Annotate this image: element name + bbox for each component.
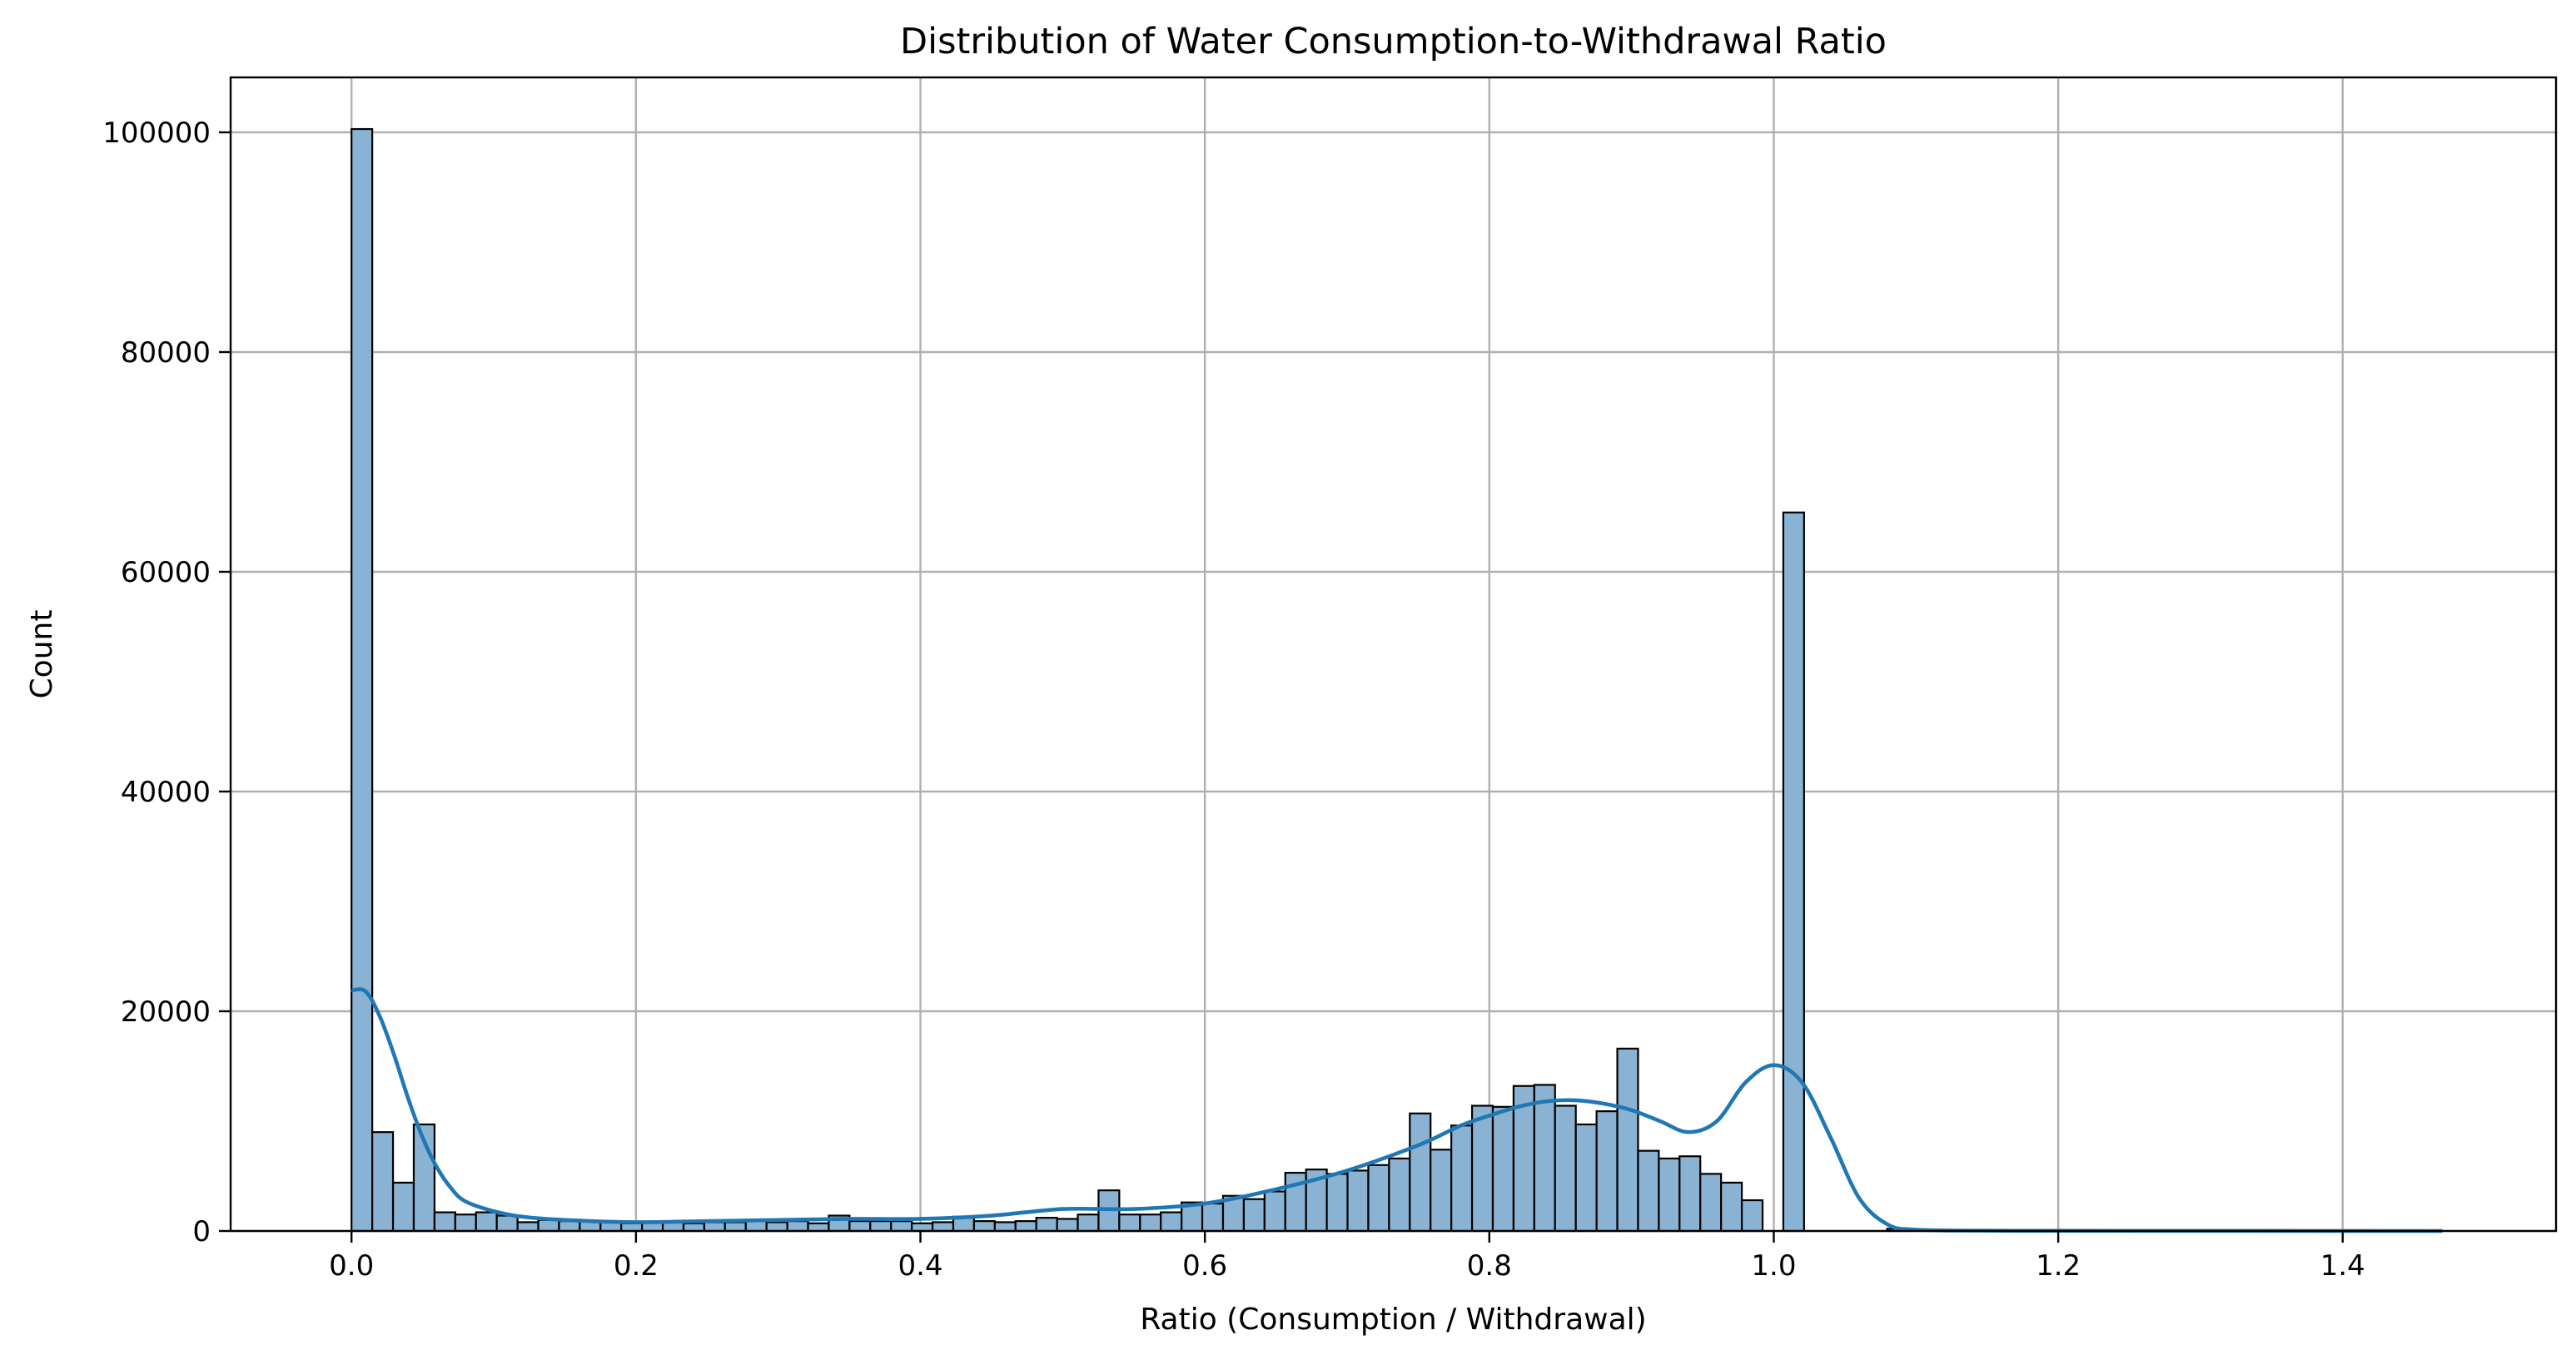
- y-tick-label: 20000: [121, 995, 211, 1029]
- histogram-bar: [931, 1221, 955, 1233]
- kde-line: [351, 987, 2443, 1233]
- histogram-bar: [1699, 1173, 1723, 1233]
- histogram-bar: [1782, 511, 1805, 1233]
- y-tick-label: 40000: [121, 776, 211, 809]
- histogram-bar: [1450, 1124, 1474, 1233]
- histogram-bar: [1014, 1220, 1037, 1233]
- x-tick-label: 0.2: [614, 1249, 659, 1283]
- histogram-bar: [765, 1221, 788, 1233]
- histogram-bar: [869, 1220, 893, 1233]
- histogram-bar: [786, 1220, 809, 1233]
- histogram-bar: [1139, 1214, 1162, 1233]
- x-tick-label: 0.0: [329, 1249, 374, 1283]
- histogram-bar: [1554, 1104, 1577, 1233]
- histogram-bar: [1533, 1084, 1556, 1233]
- grid-layer: [231, 77, 2556, 1233]
- x-tick-label: 1.0: [1751, 1249, 1796, 1283]
- y-axis-label: Count: [25, 610, 59, 699]
- histogram-bar: [1637, 1149, 1660, 1233]
- chart-title: Distribution of Water Consumption-to-Wit…: [900, 21, 1887, 62]
- histogram-bar: [890, 1220, 913, 1233]
- histogram-bar: [1491, 1105, 1515, 1233]
- histogram-bar: [516, 1221, 540, 1233]
- histogram-bar: [1409, 1112, 1432, 1233]
- histogram-bar: [1242, 1198, 1266, 1233]
- histogram-bar: [1678, 1155, 1702, 1233]
- histogram-bar: [475, 1211, 498, 1233]
- x-tick-label: 0.8: [1467, 1249, 1512, 1283]
- histogram-bar: [1616, 1047, 1639, 1233]
- y-tick-label: 100000: [102, 117, 211, 150]
- histogram-bar: [911, 1222, 934, 1233]
- histogram-bar: [703, 1221, 726, 1233]
- x-tick-label: 1.2: [2036, 1249, 2081, 1283]
- y-tick-label: 80000: [121, 336, 211, 370]
- histogram-bar: [1470, 1104, 1494, 1233]
- histogram-bar: [558, 1220, 581, 1233]
- histogram-bar: [1388, 1157, 1411, 1233]
- histogram-bar: [1201, 1202, 1225, 1233]
- histogram-bar: [1574, 1123, 1598, 1233]
- ticks-layer: 0.0 0.2 0.4 0.6 0.8 1.0 1.2 1.4 0 20000 40000 60000…: [102, 117, 2365, 1283]
- histogram-bar: [1056, 1218, 1079, 1233]
- histogram-bar: [1077, 1214, 1100, 1233]
- histogram-bar: [1595, 1110, 1619, 1233]
- histogram-bar: [1325, 1173, 1349, 1233]
- y-tick-label: 0: [192, 1215, 211, 1248]
- histogram-bar: [972, 1220, 996, 1233]
- histogram-bar: [391, 1181, 415, 1233]
- histogram-bar: [1430, 1149, 1453, 1233]
- histogram-bar: [454, 1214, 477, 1233]
- histogram-bar: [1035, 1217, 1058, 1233]
- histogram-bar: [1740, 1199, 1764, 1233]
- y-tick-label: 60000: [121, 556, 211, 589]
- histogram-bar: [1118, 1214, 1141, 1233]
- histogram-bar: [433, 1211, 456, 1233]
- x-tick-label: 0.6: [1182, 1249, 1227, 1283]
- x-tick-label: 0.4: [898, 1249, 942, 1283]
- histogram-bar: [807, 1222, 830, 1233]
- histogram-bar: [744, 1220, 768, 1233]
- histogram-bar: [1263, 1190, 1286, 1233]
- histogram-bar: [682, 1222, 706, 1233]
- histogram-bar: [1720, 1181, 1743, 1233]
- histogram-bar: [848, 1220, 872, 1233]
- histogram-bar: [1367, 1164, 1390, 1233]
- histogram-bar: [724, 1221, 747, 1233]
- histogram-bar: [495, 1214, 519, 1233]
- histogram-bar: [1160, 1211, 1183, 1233]
- histogram-bar: [993, 1221, 1017, 1233]
- histogram-bar: [351, 127, 374, 1233]
- histogram-bar: [620, 1222, 644, 1233]
- x-tick-label: 1.4: [2320, 1249, 2365, 1283]
- histogram-bar: [537, 1219, 560, 1233]
- x-axis-label: Ratio (Consumption / Withdrawal): [1140, 1303, 1646, 1337]
- bars-layer: [351, 127, 1909, 1233]
- histogram-bar: [1658, 1157, 1681, 1233]
- histogram-bar: [1346, 1169, 1370, 1233]
- histogram-bar: [371, 1131, 395, 1233]
- plot-frame: [229, 76, 2558, 1233]
